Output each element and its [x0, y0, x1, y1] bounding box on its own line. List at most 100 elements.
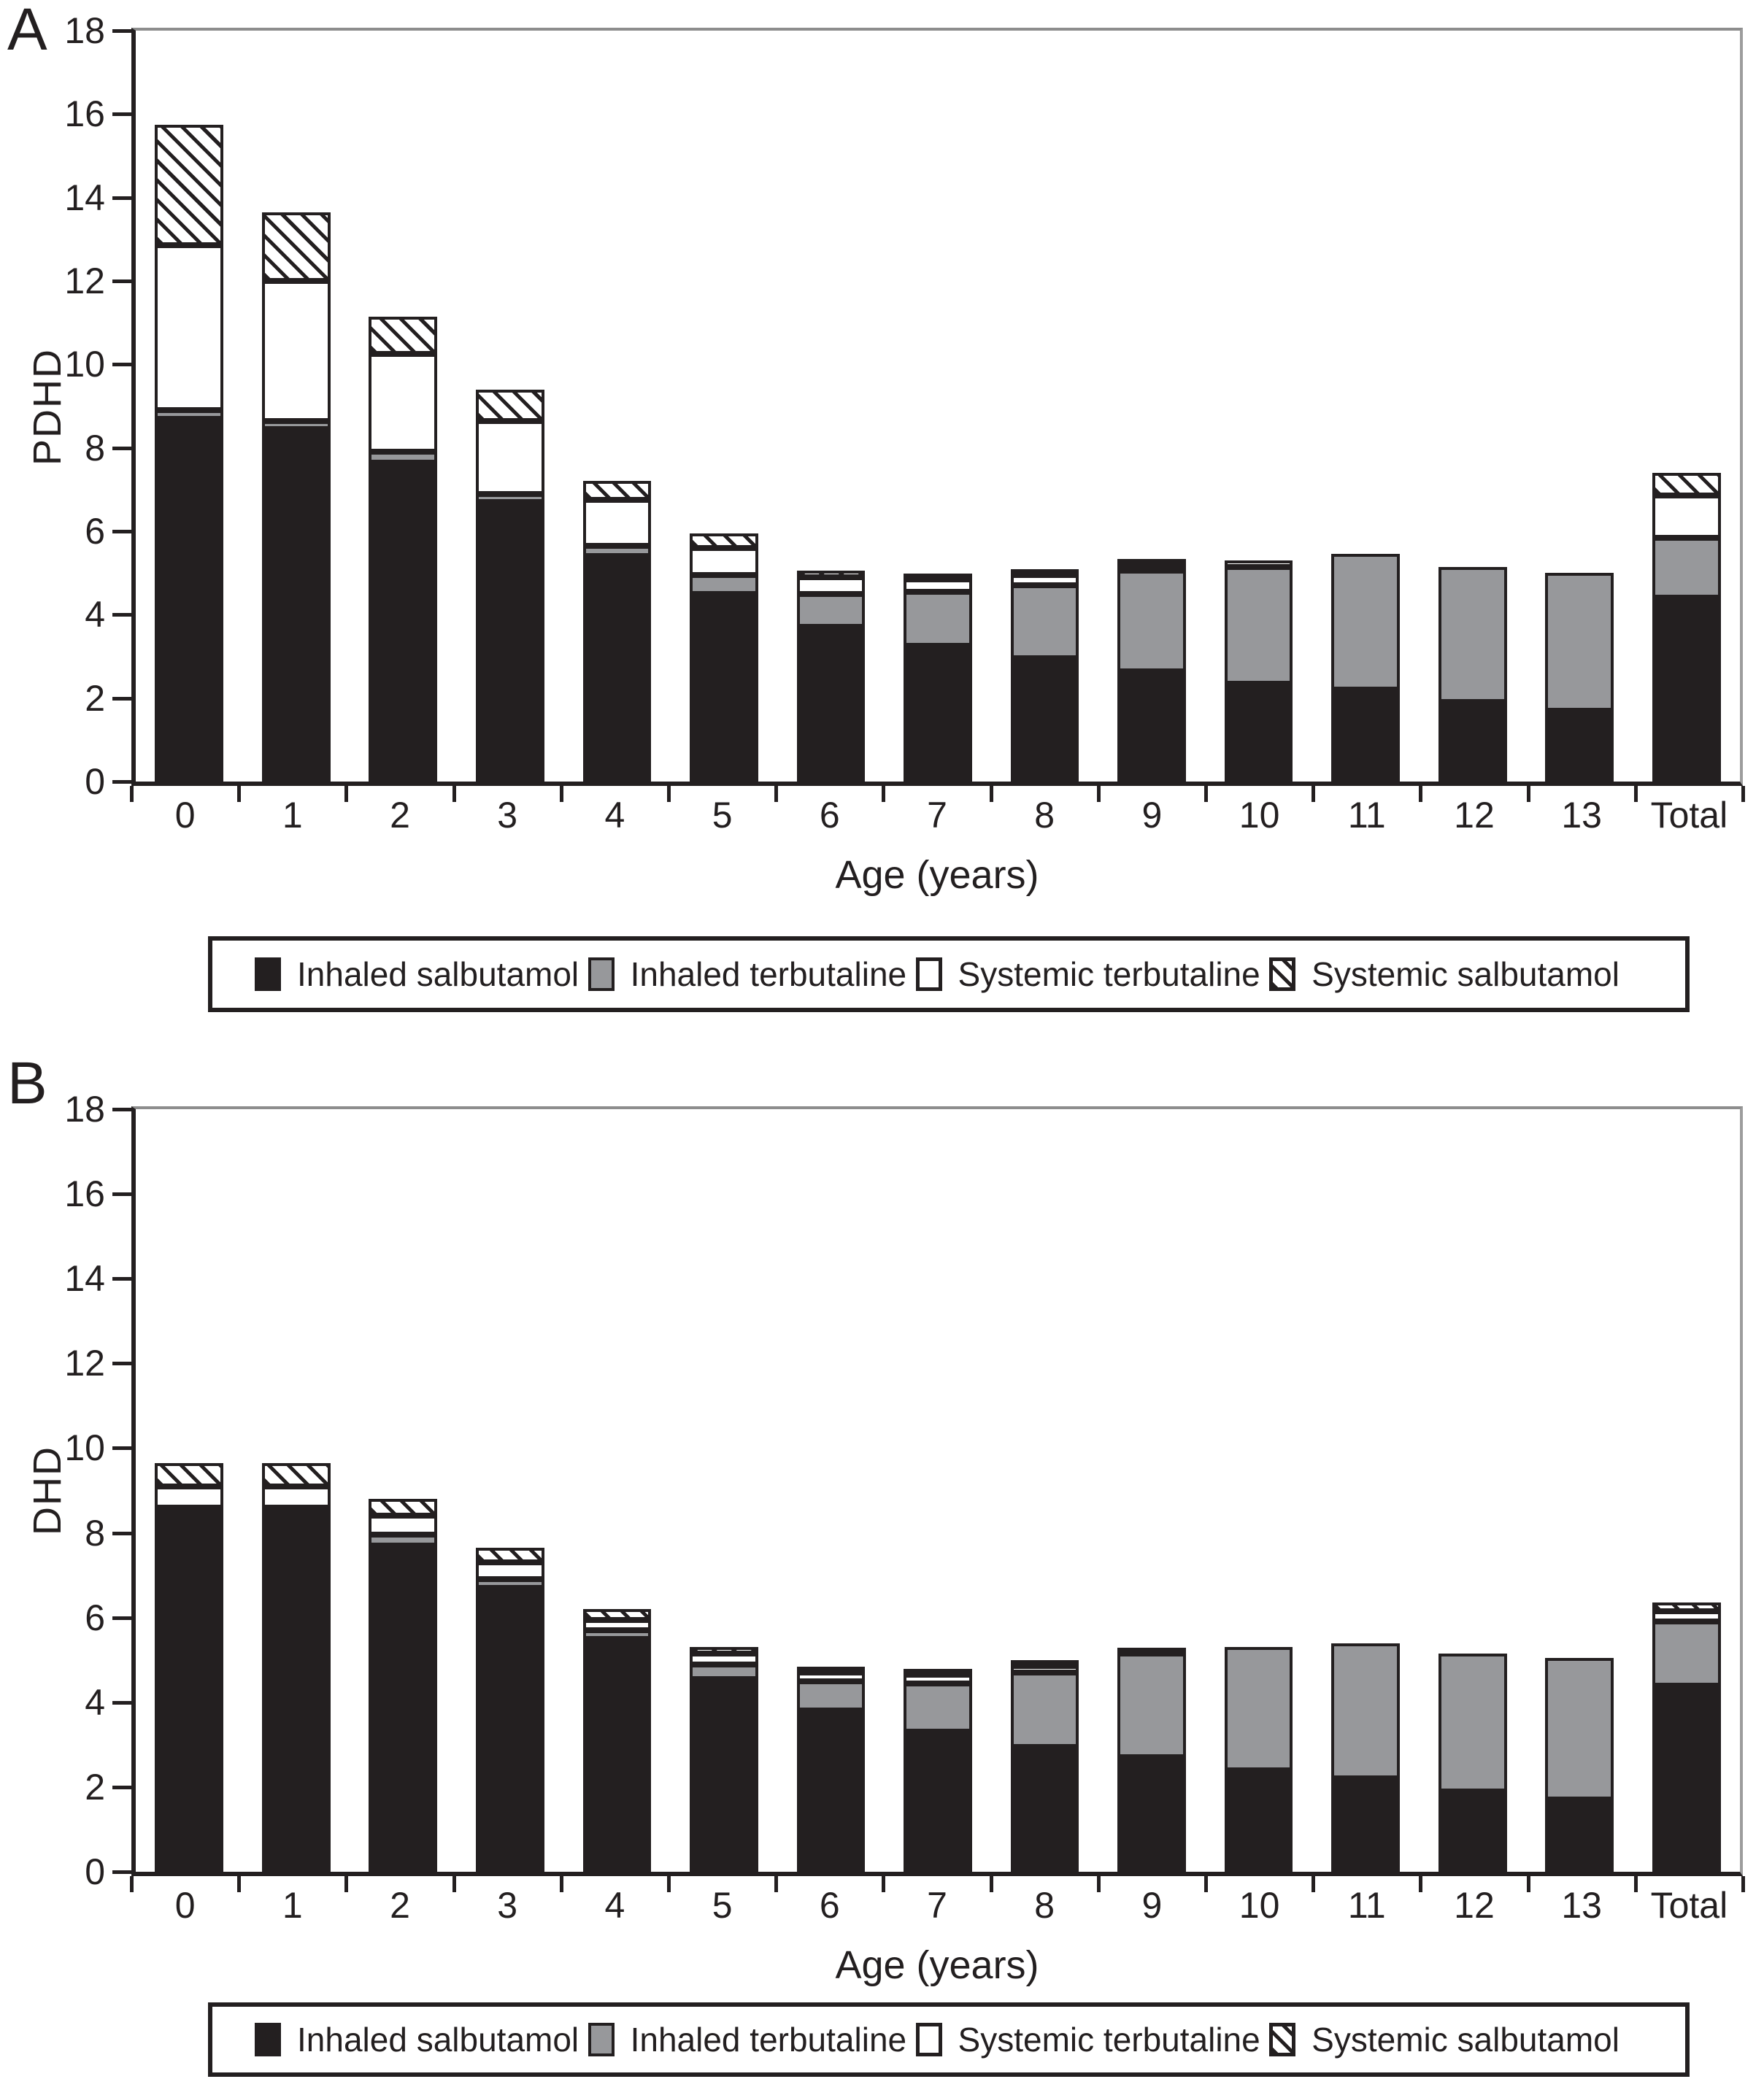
x-tick-label: 6: [819, 795, 840, 836]
bar-segment-systemic-salbutamol: [1010, 569, 1079, 576]
x-tick: [774, 786, 779, 802]
y-tick-label: 8: [85, 427, 105, 468]
bar-cell: [1205, 1109, 1312, 1872]
bar-segment-inhaled-salbutamol: [1438, 702, 1507, 782]
panel-a-x-axis-title: Age (years): [835, 853, 1039, 897]
legend-label: Inhaled salbutamol: [297, 955, 579, 993]
y-tick-label: 18: [64, 1089, 105, 1130]
bar-segment-inhaled-terbutaline: [1117, 571, 1186, 671]
bar-age-12: [1438, 1109, 1507, 1872]
bar-segment-systemic-salbutamol: [155, 124, 224, 246]
panel-b-legend: Inhaled salbutamol Inhaled terbutaline Sys…: [208, 2002, 1690, 2077]
legend-label: Inhaled terbutaline: [630, 955, 907, 993]
bar-segment-systemic-salbutamol: [1652, 1602, 1721, 1611]
y-tick-label: 4: [85, 1681, 105, 1723]
bar-age-1: [261, 31, 331, 782]
x-tick-label: 1: [282, 795, 303, 836]
legend-swatch-systemic-terbutaline: [915, 2023, 942, 2056]
legend-label: Systemic terbutaline: [958, 2021, 1260, 2059]
bar-cell: [1098, 1109, 1206, 1872]
bar-segment-systemic-salbutamol: [261, 1462, 331, 1486]
y-tick-label: 6: [85, 1597, 105, 1638]
bar-segment-systemic-terbutaline: [1010, 1666, 1079, 1673]
bar-segment-inhaled-salbutamol: [582, 1638, 652, 1872]
bar-segment-inhaled-salbutamol: [796, 1710, 866, 1872]
bar-cell: [991, 31, 1098, 782]
bar-segment-systemic-salbutamol: [1117, 558, 1186, 565]
bar-cell: [1419, 31, 1526, 782]
x-tick: [989, 1876, 993, 1892]
y-tick: [112, 1785, 131, 1789]
bar-segment-systemic-salbutamol: [582, 1609, 652, 1620]
bar-age-1: [261, 1109, 331, 1872]
bar-segment-systemic-terbutaline: [690, 547, 758, 576]
bar-segment-inhaled-salbutamol: [690, 1678, 758, 1872]
bar-cell: [563, 1109, 671, 1872]
y-tick: [112, 530, 131, 533]
bar-segment-systemic-salbutamol: [475, 1547, 544, 1563]
y-tick-label: 14: [64, 177, 105, 218]
bar-age-3: [475, 1109, 544, 1872]
bar-segment-inhaled-salbutamol: [1224, 1770, 1293, 1872]
panel-b-plot-area: [131, 1106, 1743, 1876]
bar-age-13: [1545, 1109, 1614, 1872]
x-tick-label: 11: [1347, 1885, 1386, 1926]
bar-segment-inhaled-salbutamol: [475, 501, 544, 782]
y-tick: [112, 279, 131, 283]
x-tick: [452, 786, 456, 802]
x-tick-label: 5: [712, 1885, 733, 1926]
legend-swatch-inhaled-salbutamol: [255, 2023, 281, 2056]
bar-segment-systemic-terbutaline: [155, 1486, 224, 1508]
bar-age-0: [155, 31, 224, 782]
bar-segment-systemic-salbutamol: [261, 212, 331, 282]
bar-segment-systemic-terbutaline: [1010, 575, 1079, 586]
x-tick: [1633, 1876, 1638, 1892]
bar-cell: [885, 31, 992, 782]
bar-segment-systemic-terbutaline: [904, 1675, 972, 1683]
y-tick-label: 18: [64, 10, 105, 51]
x-tick-label: 4: [604, 1885, 625, 1926]
bar-cell: [136, 1109, 243, 1872]
bar-cell: [991, 1109, 1098, 1872]
x-tick: [1312, 786, 1316, 802]
panel-a-legend: Inhaled salbutamol Inhaled terbutaline Sys…: [208, 936, 1690, 1012]
bar-segment-systemic-terbutaline: [796, 1673, 866, 1681]
legend-swatch-inhaled-terbutaline: [588, 957, 615, 991]
bar-cell: [243, 1109, 350, 1872]
panel-b-y-axis-title: DHD: [26, 1446, 69, 1536]
bar-cell: [1526, 31, 1633, 782]
y-tick-label: 10: [64, 344, 105, 385]
bar-segment-inhaled-terbutaline: [1331, 554, 1400, 690]
bar-cell: [136, 31, 243, 782]
bar-segment-inhaled-terbutaline: [155, 410, 224, 419]
y-tick-label: 6: [85, 511, 105, 552]
bar-segment-systemic-terbutaline: [369, 354, 438, 452]
bar-segment-systemic-salbutamol: [1652, 472, 1721, 496]
x-tick-label: 7: [927, 1885, 947, 1926]
bar-segment-inhaled-terbutaline: [475, 493, 544, 502]
x-tick-label: Total: [1650, 1885, 1728, 1926]
bar-segment-inhaled-salbutamol: [1331, 1778, 1400, 1872]
bar-cell: [457, 31, 564, 782]
legend-item: Systemic terbutaline: [915, 954, 1260, 994]
bar-segment-inhaled-salbutamol: [1652, 1685, 1721, 1872]
x-tick: [1419, 786, 1423, 802]
bar-segment-systemic-terbutaline: [261, 281, 331, 421]
x-tick: [130, 1876, 134, 1892]
bar-cell: [563, 31, 671, 782]
bar-segment-systemic-terbutaline: [582, 500, 652, 547]
y-tick: [112, 1700, 131, 1705]
bar-segment-systemic-salbutamol: [796, 1667, 866, 1673]
bar-segment-inhaled-salbutamol: [1438, 1791, 1507, 1872]
x-tick: [1526, 1876, 1530, 1892]
bar-segment-systemic-salbutamol: [796, 571, 866, 577]
bar-segment-systemic-terbutaline: [1117, 1648, 1186, 1654]
y-tick: [112, 613, 131, 617]
legend-label: Systemic salbutamol: [1312, 2021, 1619, 2059]
x-tick: [130, 786, 134, 802]
bar-cell: [1312, 1109, 1420, 1872]
bar-segment-systemic-salbutamol: [904, 1669, 972, 1675]
bar-segment-systemic-terbutaline: [1117, 564, 1186, 571]
bar-segment-systemic-terbutaline: [475, 1562, 544, 1580]
x-tick: [1312, 1876, 1316, 1892]
